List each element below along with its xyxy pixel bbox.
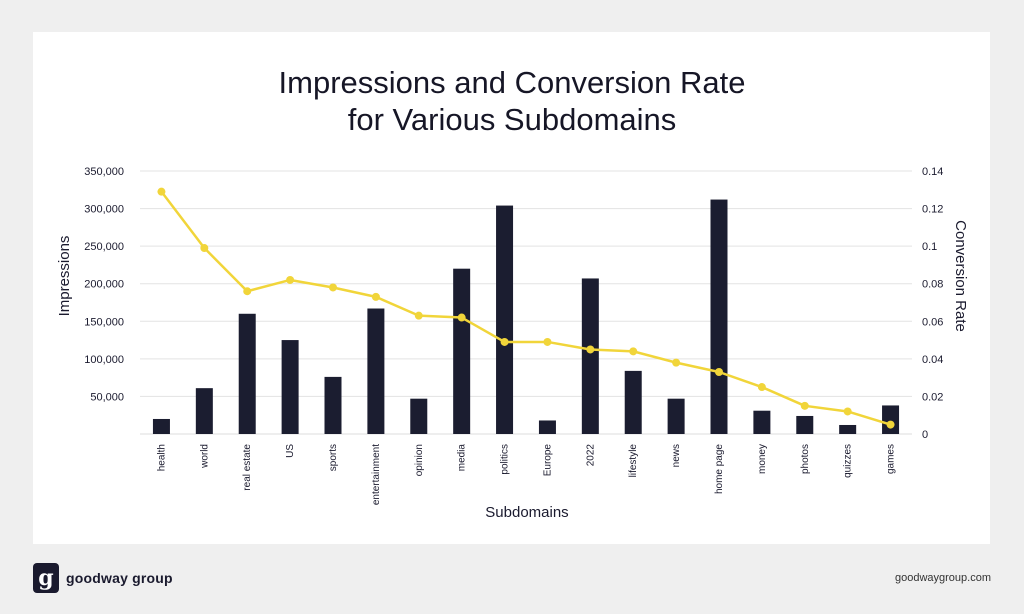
y2-tick-label: 0.12 [922, 204, 943, 216]
line-point [586, 345, 595, 354]
bar [882, 405, 900, 434]
x-tick-label: US [285, 444, 296, 458]
x-tick-label: real estate [242, 444, 253, 491]
bar [667, 398, 685, 434]
bar [710, 199, 728, 434]
bar [238, 313, 256, 434]
bar [410, 398, 428, 434]
x-tick-label: world [199, 444, 210, 469]
bar [367, 308, 385, 434]
y2-tick-label: 0.08 [922, 279, 943, 291]
chart-title-line-2: for Various Subdomains [347, 102, 677, 137]
line-point [200, 244, 209, 253]
line-point [414, 311, 423, 320]
bar [839, 424, 857, 434]
bar [538, 420, 556, 434]
x-tick-label: sports [328, 444, 339, 471]
bar [796, 415, 814, 434]
line-point [757, 383, 766, 392]
y2-tick-label: 0.06 [922, 316, 943, 328]
x-tick-label: lifestyle [628, 444, 639, 478]
x-tick-label: quizzes [843, 444, 854, 478]
y-tick-label: 300,000 [84, 204, 124, 216]
bar [496, 205, 514, 434]
y2-tick-label: 0.14 [922, 166, 943, 178]
line-point [543, 337, 552, 346]
left-axis-ticks: 50,000 100,000 150,000 200,000 250,000 300,00… [84, 166, 124, 403]
line-point [157, 187, 166, 196]
line-series [157, 187, 895, 429]
bar [753, 410, 771, 434]
line-point [800, 401, 809, 410]
x-axis-ticks: health world real estate US sports entertainm… [156, 444, 896, 506]
x-tick-label: media [457, 444, 468, 472]
line-point [715, 368, 723, 377]
y-tick-label: 100,000 [84, 354, 124, 366]
brand-name: goodway group [66, 570, 173, 586]
line-point [886, 420, 895, 429]
x-tick-label: news [671, 444, 682, 467]
gridlines [140, 170, 912, 435]
bar [281, 340, 299, 434]
y2-tick-label: 0 [922, 429, 928, 441]
line-point [457, 313, 466, 322]
y2-tick-label: 0.02 [922, 391, 943, 403]
bar [324, 376, 342, 434]
y2-axis-label: Conversion Rate [952, 220, 969, 332]
line-point [243, 287, 252, 296]
x-axis-label: Subdomains [485, 504, 568, 521]
line-point [371, 292, 380, 301]
x-tick-label: home page [714, 444, 725, 494]
y2-tick-label: 0.04 [922, 354, 943, 366]
right-axis-ticks: 0 0.02 0.04 0.06 0.08 0.1 0.12 0.14 [922, 166, 943, 441]
x-tick-label: photos [800, 444, 811, 474]
line-point [672, 358, 681, 367]
logo-icon: g [33, 563, 59, 593]
footer-url: goodwaygroup.com [894, 572, 991, 584]
line-point [500, 337, 509, 346]
y-tick-label: 250,000 [84, 241, 124, 253]
line-point [286, 275, 295, 284]
y2-tick-label: 0.1 [922, 241, 937, 253]
x-tick-label: games [886, 444, 897, 474]
y-tick-label: 150,000 [84, 316, 124, 328]
line-point [843, 407, 852, 416]
x-tick-label: opinion [414, 444, 425, 476]
line-point [629, 347, 638, 356]
y-tick-label: 200,000 [84, 279, 124, 291]
conversion-rate-line [160, 190, 891, 426]
x-tick-label: 2022 [585, 444, 596, 467]
bar [195, 388, 213, 434]
x-tick-label: Europe [542, 444, 553, 477]
bar [152, 418, 170, 434]
chart-title: Impressions and Conversion Rate for Vari… [0, 64, 1024, 138]
y-axis-label: Impressions [56, 236, 73, 317]
bar-series [152, 199, 900, 434]
line-point [329, 283, 337, 292]
bar [624, 370, 642, 434]
chart-title-line-1: Impressions and Conversion Rate [278, 65, 746, 100]
y-tick-label: 50,000 [90, 391, 124, 403]
x-tick-label: politics [500, 444, 511, 475]
x-tick-label: entertainment [371, 444, 382, 505]
x-tick-label: health [156, 444, 167, 471]
x-tick-label: money [757, 444, 768, 474]
bar [581, 278, 599, 434]
y-tick-label: 350,000 [84, 166, 124, 178]
brand-logo: g goodway group [33, 562, 173, 594]
bar [453, 268, 471, 434]
